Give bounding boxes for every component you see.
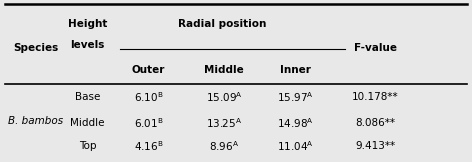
Text: 11.04$^{\mathrm{A}}$: 11.04$^{\mathrm{A}}$ xyxy=(277,139,313,153)
Text: 4.16$^{\mathrm{B}}$: 4.16$^{\mathrm{B}}$ xyxy=(134,139,163,153)
Text: 15.97$^{\mathrm{A}}$: 15.97$^{\mathrm{A}}$ xyxy=(277,90,313,104)
Text: Middle: Middle xyxy=(70,118,105,128)
Text: 6.01$^{\mathrm{B}}$: 6.01$^{\mathrm{B}}$ xyxy=(134,116,163,130)
Text: Top: Top xyxy=(78,141,96,151)
Text: Height: Height xyxy=(67,19,107,29)
Text: F-value: F-value xyxy=(354,43,397,53)
Text: Inner: Inner xyxy=(279,65,311,75)
Text: Middle: Middle xyxy=(204,65,244,75)
Text: Species: Species xyxy=(13,43,58,53)
Text: 8.086**: 8.086** xyxy=(355,118,395,128)
Text: levels: levels xyxy=(70,40,104,50)
Text: 14.98$^{\mathrm{A}}$: 14.98$^{\mathrm{A}}$ xyxy=(277,116,313,130)
Text: 9.413**: 9.413** xyxy=(355,141,396,151)
Text: 10.178**: 10.178** xyxy=(352,92,398,102)
Text: Radial position: Radial position xyxy=(177,19,266,29)
Text: 13.25$^{\mathrm{A}}$: 13.25$^{\mathrm{A}}$ xyxy=(206,116,242,130)
Text: Outer: Outer xyxy=(132,65,165,75)
Text: Base: Base xyxy=(75,92,100,102)
Text: 15.09$^{\mathrm{A}}$: 15.09$^{\mathrm{A}}$ xyxy=(206,90,243,104)
Text: B. bambos: B. bambos xyxy=(8,116,63,126)
Text: 6.10$^{\mathrm{B}}$: 6.10$^{\mathrm{B}}$ xyxy=(134,90,163,104)
Text: 8.96$^{\mathrm{A}}$: 8.96$^{\mathrm{A}}$ xyxy=(209,139,239,153)
